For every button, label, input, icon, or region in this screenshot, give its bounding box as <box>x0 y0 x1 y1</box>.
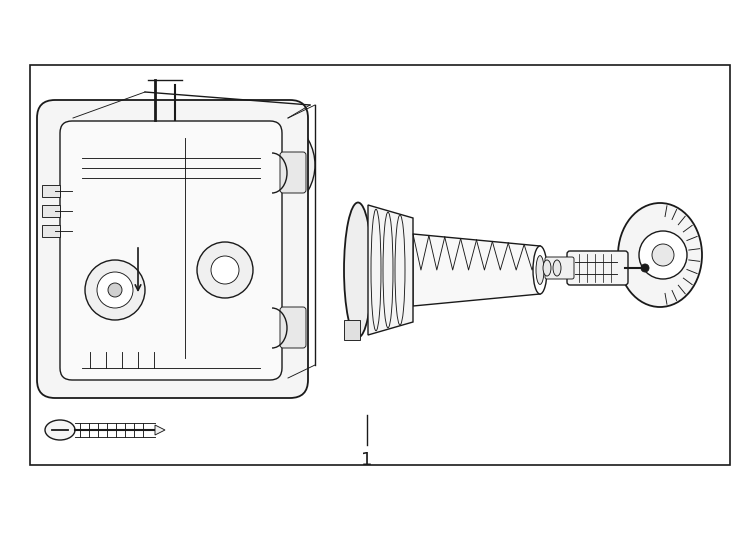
Ellipse shape <box>618 203 702 307</box>
Ellipse shape <box>45 420 75 440</box>
FancyBboxPatch shape <box>280 152 306 193</box>
Ellipse shape <box>145 100 315 230</box>
Ellipse shape <box>344 202 372 338</box>
Ellipse shape <box>543 260 551 276</box>
FancyBboxPatch shape <box>37 100 308 398</box>
FancyBboxPatch shape <box>567 251 628 285</box>
Bar <box>344 320 360 340</box>
Circle shape <box>85 260 145 320</box>
Polygon shape <box>413 234 540 306</box>
Ellipse shape <box>533 246 547 294</box>
Bar <box>30 65 730 465</box>
Polygon shape <box>155 425 165 435</box>
Polygon shape <box>368 205 413 335</box>
Bar <box>42 225 60 237</box>
Bar <box>42 185 60 197</box>
Circle shape <box>197 242 253 298</box>
FancyBboxPatch shape <box>60 121 282 380</box>
Circle shape <box>108 283 122 297</box>
Ellipse shape <box>536 255 544 285</box>
Ellipse shape <box>553 260 561 276</box>
FancyBboxPatch shape <box>280 307 306 348</box>
Circle shape <box>211 256 239 284</box>
FancyBboxPatch shape <box>545 257 574 279</box>
Circle shape <box>652 244 674 266</box>
Circle shape <box>97 272 133 308</box>
Bar <box>42 205 60 217</box>
Circle shape <box>639 231 687 279</box>
Circle shape <box>641 264 649 272</box>
Text: 1: 1 <box>361 451 373 469</box>
